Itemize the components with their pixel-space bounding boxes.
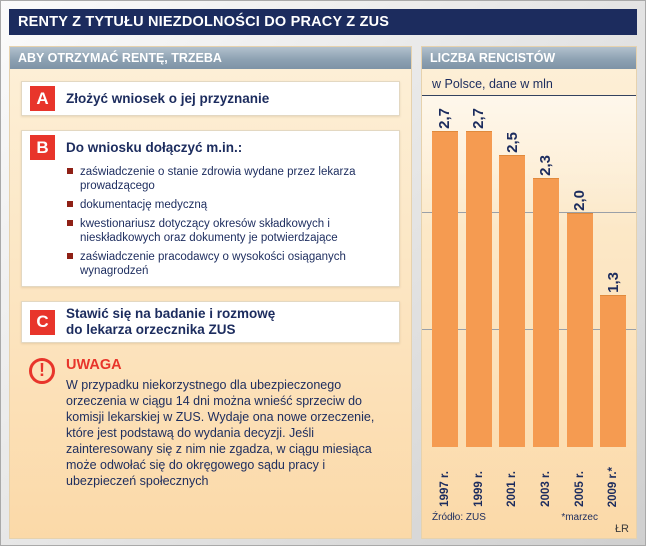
bar-chart-plot-area: 2,7 2,7 2,5 2,3 2,0 1,3 [422,96,636,447]
x-axis-label-text: 2001 r. [506,471,519,507]
chart-panel-header: LICZBA RENCISTÓW [422,47,636,69]
x-axis-label: 1999 r. [462,447,496,509]
bar [465,131,492,447]
warning-body: UWAGA W przypadku niekorzystnego dla ube… [66,357,394,489]
chart-footer: Źródło: ZUS *marzec [422,509,636,523]
x-axis-label-text: 2009 r.* [607,466,620,507]
list-item: zaświadczenie pracodawcy o wysokości osi… [67,250,389,278]
warning-text: W przypadku niekorzystnego dla ubezpiecz… [66,377,375,488]
gridline [422,212,636,213]
bar [499,154,526,447]
bar-column: 1,3 [596,96,630,447]
bar-value-label: 2,0 [571,190,589,211]
bullet-square-icon [67,220,73,227]
bar [532,177,559,447]
bar [431,131,458,447]
bar-value-label: 2,7 [436,108,454,130]
chart-panel: LICZBA RENCISTÓW w Polsce, dane w mln 2,… [421,46,637,539]
warning-block: ! UWAGA W przypadku niekorzystnego dla u… [29,357,394,489]
instructions-panel-header: ABY OTRZYMAĆ RENTĘ, TRZEBA [10,47,411,69]
list-item: dokumentację medyczną [67,198,389,212]
step-a-text: Złożyć wniosek o jej przyznanie [66,90,270,106]
instructions-content: A Złożyć wniosek o jej przyznanie B Do w… [10,69,411,489]
bar-value-label: 2,3 [537,155,555,176]
step-c-box: C Stawić się na badanie i rozmowę do lek… [21,301,400,343]
x-axis-label-text: 1997 r. [438,471,451,507]
step-b-box: B Do wniosku dołączyć m.in.: zaświadczen… [21,130,400,288]
x-axis-label: 1997 r. [428,447,462,509]
bar-column: 2,7 [428,96,462,447]
gridline [422,329,636,331]
bullet-text: zaświadczenie pracodawcy o wysokości osi… [80,251,346,278]
bars-area: 2,7 2,7 2,5 2,3 2,0 1,3 [422,96,636,447]
bar-column: 2,0 [563,96,597,447]
step-c-text: Stawić się na badanie i rozmowę do lekar… [66,306,276,338]
page-title: RENTY Z TYTUŁU NIEZDOLNOŚCI DO PRACY Z Z… [9,9,637,35]
x-axis-label-text: 2003 r. [539,471,552,507]
warning-label: UWAGA [66,356,122,373]
bullet-text: dokumentację medyczną [80,199,208,212]
step-b-row: B Do wniosku dołączyć m.in.: [22,131,399,164]
bar-column: 2,3 [529,96,563,447]
bar-value-label: 1,3 [604,272,622,293]
step-b-letter-badge: B [30,135,55,160]
exclamation-circle-icon: ! [29,357,55,384]
x-axis-label: 2009 r.* [596,447,630,509]
chart-subtitle: w Polsce, dane w mln [422,69,636,96]
step-b-bullet-list: zaświadczenie o stanie zdrowia wydane pr… [67,165,389,278]
author-credit: ŁR [614,523,629,535]
step-a-row: A Złożyć wniosek o jej przyznanie [22,82,399,115]
bullet-square-icon [67,253,73,260]
list-item: kwestionariusz dotyczący okresów składko… [67,217,389,245]
bar [600,294,627,447]
bar-value-label: 2,5 [503,131,521,153]
bullet-square-icon [67,201,73,208]
bar-value-label: 2,7 [470,108,487,130]
bar-column: 2,5 [495,96,529,447]
step-c-letter-badge: C [30,309,55,335]
step-c-row: C Stawić się na badanie i rozmowę do lek… [22,302,399,342]
x-axis-label: 2005 r. [563,447,597,509]
list-item: zaświadczenie o stanie zdrowia wydane pr… [67,165,389,193]
x-axis-label: 2001 r. [495,447,529,509]
x-axis-label-text: 1999 r. [472,471,485,507]
bullet-square-icon [67,168,73,174]
chart-source: Źródło: ZUS [432,512,486,523]
instructions-panel: ABY OTRZYMAĆ RENTĘ, TRZEBA A Złożyć wnio… [9,46,412,539]
step-a-letter-badge: A [30,86,55,111]
bar [566,213,593,447]
x-axis-labels: 1997 r. 1999 r. 2001 r. 2003 r. 2005 r. 2009 … [422,447,636,509]
bullet-text: zaświadczenie o stanie zdrowia wydane pr… [80,166,356,193]
content-columns: ABY OTRZYMAĆ RENTĘ, TRZEBA A Złożyć wnio… [9,46,637,539]
step-a-box: A Złożyć wniosek o jej przyznanie [21,81,400,116]
step-b-text: Do wniosku dołączyć m.in.: [66,139,243,155]
x-axis-label: 2003 r. [529,447,563,509]
bar-column: 2,7 [462,96,496,447]
chart-footnote: *marzec [561,512,598,523]
x-axis-label-text: 2005 r. [573,471,586,507]
bullet-text: kwestionariusz dotyczący okresów składko… [80,218,338,245]
